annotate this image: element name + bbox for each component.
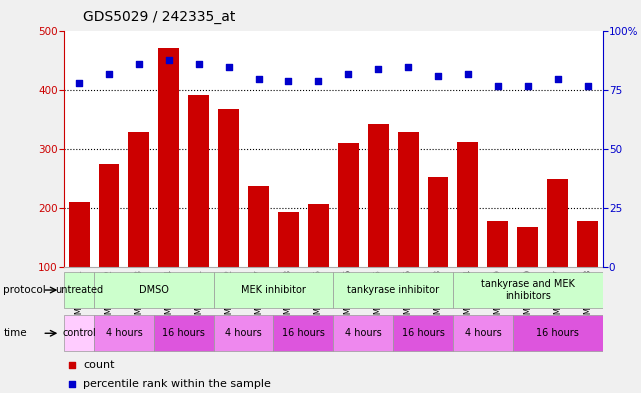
Bar — [64, 315, 94, 351]
Bar — [458, 142, 478, 326]
Point — [313, 78, 324, 84]
Text: tankyrase inhibitor: tankyrase inhibitor — [347, 285, 439, 295]
Point — [403, 64, 413, 70]
Point — [134, 61, 144, 68]
Point — [283, 78, 294, 84]
Point — [553, 75, 563, 82]
Text: time: time — [3, 328, 27, 338]
Text: 4 hours: 4 hours — [106, 328, 142, 338]
Point — [463, 71, 473, 77]
Point — [433, 73, 443, 79]
Bar — [154, 315, 213, 351]
Point — [583, 83, 593, 89]
Point — [74, 80, 84, 86]
Text: DMSO: DMSO — [139, 285, 169, 295]
Bar — [128, 132, 149, 326]
Text: 4 hours: 4 hours — [465, 328, 501, 338]
Text: 16 hours: 16 hours — [402, 328, 444, 338]
Text: tankyrase and MEK
inhibitors: tankyrase and MEK inhibitors — [481, 279, 575, 301]
Text: control: control — [62, 328, 96, 338]
Bar — [397, 132, 419, 326]
Text: 16 hours: 16 hours — [282, 328, 325, 338]
Bar — [577, 221, 598, 326]
Point — [522, 83, 533, 89]
Bar — [487, 221, 508, 326]
Bar — [94, 315, 154, 351]
Bar — [158, 48, 179, 326]
Bar — [428, 177, 449, 326]
Text: 4 hours: 4 hours — [345, 328, 381, 338]
Bar — [513, 315, 603, 351]
Text: 16 hours: 16 hours — [537, 328, 579, 338]
Bar — [213, 272, 333, 308]
Bar — [453, 272, 603, 308]
Point — [253, 75, 263, 82]
Text: MEK inhibitor: MEK inhibitor — [241, 285, 306, 295]
Bar — [547, 179, 568, 326]
Bar — [278, 212, 299, 326]
Text: 16 hours: 16 hours — [162, 328, 205, 338]
Bar — [308, 204, 329, 326]
Point — [373, 66, 383, 72]
Bar — [213, 315, 274, 351]
Bar — [99, 164, 119, 326]
Point — [406, 306, 416, 312]
Bar — [64, 272, 94, 308]
Bar — [393, 315, 453, 351]
Text: untreated: untreated — [55, 285, 103, 295]
Bar — [333, 315, 393, 351]
Point — [493, 83, 503, 89]
Point — [224, 64, 234, 70]
Bar — [333, 272, 453, 308]
Bar — [188, 94, 209, 326]
Text: percentile rank within the sample: percentile rank within the sample — [83, 379, 271, 389]
Bar — [517, 227, 538, 326]
Bar — [218, 109, 239, 326]
Point — [163, 57, 174, 63]
Point — [194, 61, 204, 68]
Point — [406, 129, 416, 135]
Point — [343, 71, 353, 77]
Bar — [453, 315, 513, 351]
Bar — [338, 143, 359, 326]
Bar — [94, 272, 213, 308]
Bar — [274, 315, 333, 351]
Text: count: count — [83, 360, 115, 369]
Bar — [368, 124, 388, 326]
Text: 4 hours: 4 hours — [225, 328, 262, 338]
Text: protocol: protocol — [3, 285, 46, 295]
Bar — [69, 202, 90, 326]
Text: GDS5029 / 242335_at: GDS5029 / 242335_at — [83, 10, 236, 24]
Bar — [248, 186, 269, 326]
Point — [104, 71, 114, 77]
